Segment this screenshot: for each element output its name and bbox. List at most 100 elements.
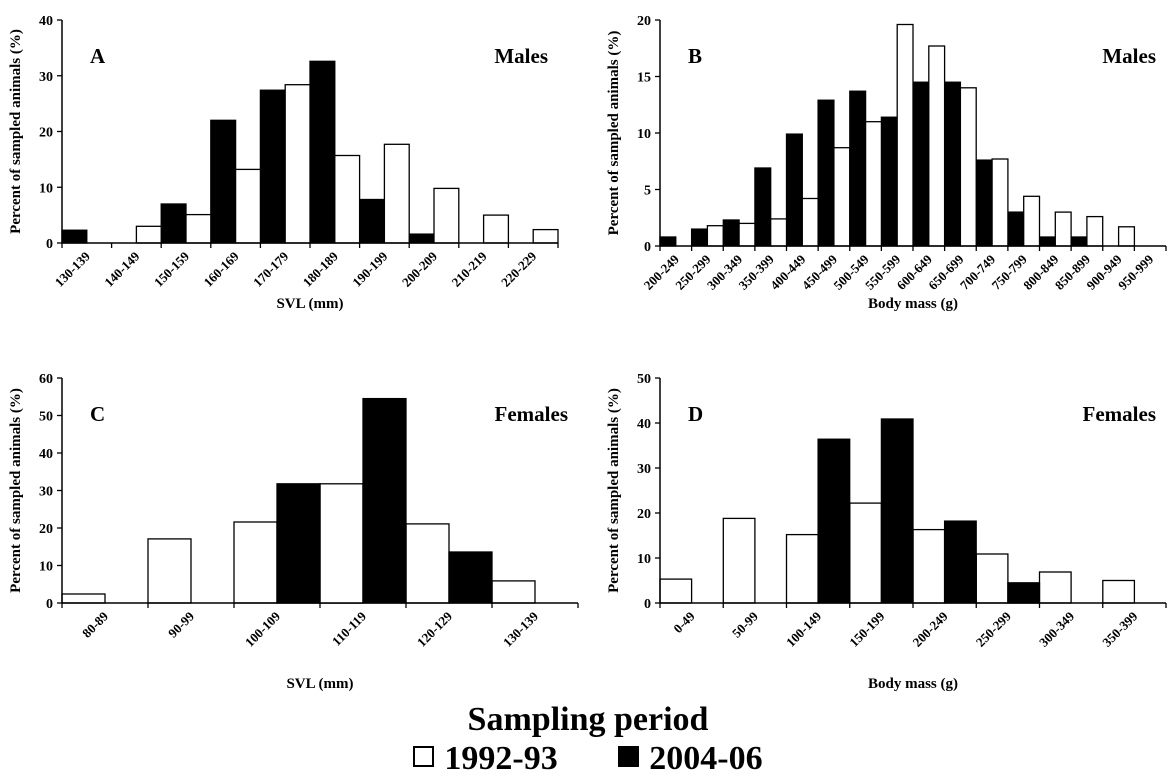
y-tick-label: 0 xyxy=(644,240,651,255)
bar-2004-06-120-129 xyxy=(448,551,493,604)
bar-1992-93-700-749 xyxy=(991,158,1009,247)
y-tick-label: 0 xyxy=(46,237,53,252)
bar-1992-93-200-209 xyxy=(433,187,460,244)
y-tick-label: 0 xyxy=(46,597,53,612)
bar-1992-93-400-449 xyxy=(801,197,819,247)
bar-2004-06-110-119 xyxy=(362,397,407,604)
bar-1992-93-750-799 xyxy=(1023,195,1041,247)
y-tick-label: 20 xyxy=(39,522,53,537)
y-tick-label: 40 xyxy=(39,14,53,29)
y-tick-label: 30 xyxy=(637,462,651,477)
bar-2004-06-750-799 xyxy=(1007,211,1025,247)
panel-a: 0 10 20 30 40 130-139 140-149 150-159 160-169 170… xyxy=(8,14,559,312)
bar-2004-06-100-149 xyxy=(817,438,851,604)
bar-1992-93-800-849 xyxy=(1054,211,1072,247)
panel-c: 0 10 20 30 40 50 60 80-89 90-99 100-109 110-119 120… xyxy=(8,372,579,692)
bar-2004-06-150-199 xyxy=(880,418,914,604)
panel-letter: D xyxy=(688,402,703,426)
bar-2004-06-130-139 xyxy=(61,229,88,244)
y-tick-label: 10 xyxy=(39,560,53,575)
x-axis-label: SVL (mm) xyxy=(276,296,343,312)
bar-2004-06-650-699 xyxy=(943,81,962,247)
bar-1992-93-900-949 xyxy=(1117,226,1136,247)
bar-1992-93-300-349 xyxy=(1038,571,1072,604)
x-tick-label: 180-189 xyxy=(300,248,342,290)
x-tick-label: 140-149 xyxy=(101,248,143,290)
y-tick-label: 20 xyxy=(637,507,651,522)
y-axis-label: Percent of sampled animals (%) xyxy=(606,388,622,593)
bar-2004-06-350-399 xyxy=(754,167,772,247)
x-tick-label: 130-139 xyxy=(52,248,94,290)
bar-2004-06-170-179 xyxy=(259,89,286,244)
panel-title: Males xyxy=(494,44,548,68)
bar-1992-93-300-349 xyxy=(738,222,756,247)
bar-2004-06-800-849 xyxy=(1038,236,1056,247)
y-tick-label: 5 xyxy=(644,184,651,199)
x-tick-label: 150-159 xyxy=(151,248,193,290)
panel-title: Females xyxy=(1083,402,1156,426)
x-tick-label: 170-179 xyxy=(250,248,292,290)
bar-2004-06-200-209 xyxy=(408,233,435,244)
bar-1992-93-650-699 xyxy=(959,87,977,247)
x-tick-label: 100-149 xyxy=(783,608,825,650)
bar-1992-93-600-649 xyxy=(928,45,946,247)
bar-2004-06-250-299 xyxy=(690,228,709,247)
bar-1992-93-350-399 xyxy=(770,218,788,247)
y-tick-label: 40 xyxy=(637,417,651,432)
y-axis-label: Percent of sampled animals (%) xyxy=(606,31,622,236)
x-tick-label: 220-229 xyxy=(498,248,540,290)
bar-2004-06-180-189 xyxy=(309,60,336,244)
y-tick-label: 0 xyxy=(644,597,651,612)
y-axis-label: Percent of sampled animals (%) xyxy=(8,388,24,593)
bar-1992-93-500-549 xyxy=(864,121,883,247)
legend-label: 2004-06 xyxy=(649,740,763,777)
bar-2004-06-550-599 xyxy=(880,116,898,247)
bar-1992-93-150-159 xyxy=(185,213,212,244)
bar-1992-93-80-89 xyxy=(61,593,106,604)
bar-1992-93-200-249 xyxy=(912,528,946,604)
legend-items: 1992-93 2004-06 xyxy=(0,740,1176,778)
bar-2004-06-150-159 xyxy=(160,203,187,244)
y-tick-label: 20 xyxy=(39,126,53,141)
x-tick-label: 150-199 xyxy=(846,608,888,650)
bar-1992-93-180-189 xyxy=(334,154,361,244)
legend-item-1992-93: 1992-93 xyxy=(413,740,558,778)
bar-1992-93-160-169 xyxy=(234,168,262,244)
x-tick-label: 100-109 xyxy=(242,608,284,650)
x-tick-label: 0-49 xyxy=(670,608,698,636)
bar-2004-06-850-899 xyxy=(1070,236,1088,247)
x-tick-label: 200-209 xyxy=(399,248,441,290)
bar-2004-06-450-499 xyxy=(817,99,835,247)
legend-title: Sampling period xyxy=(467,701,709,738)
panel-d: 0 10 20 30 40 50 0-49 50-99 100-149 150-199 200-24… xyxy=(606,372,1167,692)
bar-2004-06-600-649 xyxy=(912,81,930,247)
y-tick-label: 30 xyxy=(39,485,53,500)
bar-2004-06-500-549 xyxy=(849,90,867,247)
bar-2004-06-200-249 xyxy=(943,520,977,604)
x-tick-label: 190-199 xyxy=(349,248,391,290)
y-tick-label: 10 xyxy=(637,127,651,142)
x-axis-label: Body mass (g) xyxy=(868,676,958,692)
legend-item-2004-06: 2004-06 xyxy=(618,740,763,778)
bar-1992-93-90-99 xyxy=(147,538,192,604)
panel-letter: B xyxy=(688,44,702,68)
y-tick-label: 50 xyxy=(39,410,53,425)
x-tick-label: 130-139 xyxy=(500,608,542,650)
bar-1992-93-100-109 xyxy=(233,521,278,604)
x-tick-label: 200-249 xyxy=(909,608,951,650)
bar-1992-93-120-129 xyxy=(405,523,450,604)
bar-1992-93-220-229 xyxy=(532,228,559,244)
bar-2004-06-190-199 xyxy=(358,198,386,244)
y-tick-label: 60 xyxy=(39,372,53,387)
y-tick-label: 30 xyxy=(39,70,53,85)
y-tick-label: 15 xyxy=(637,71,651,86)
bar-1992-93-850-899 xyxy=(1086,215,1104,247)
panel-b: 05101520200-249250-299300-349350-399400-… xyxy=(606,14,1167,312)
y-tick-label: 50 xyxy=(637,372,651,387)
x-tick-label: 120-129 xyxy=(414,608,456,650)
legend-swatch-open xyxy=(413,746,435,767)
bar-2004-06-700-749 xyxy=(975,159,993,247)
bar-1992-93-210-219 xyxy=(482,214,510,244)
bar-1992-93-100-149 xyxy=(785,533,819,604)
